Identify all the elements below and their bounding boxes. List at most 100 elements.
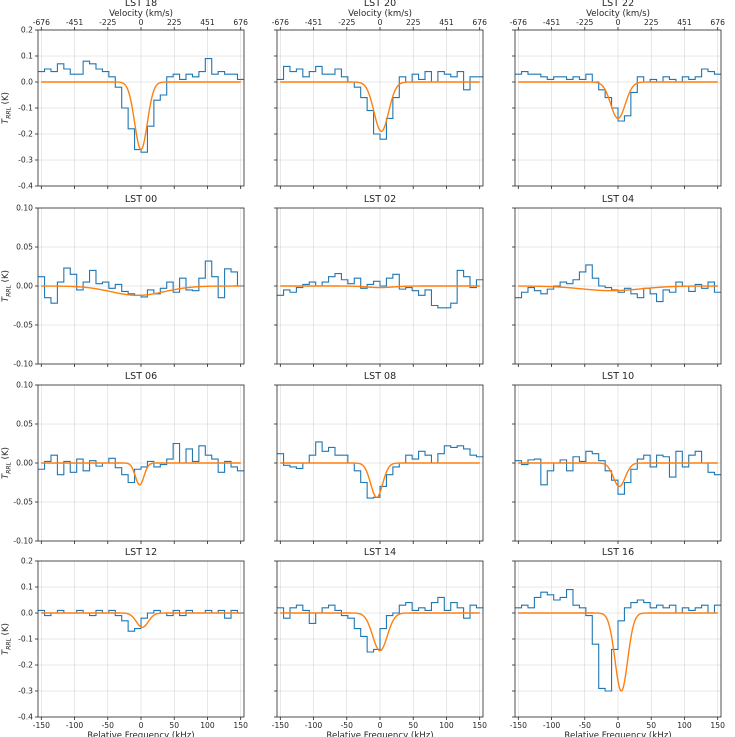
y-tick-label: 0.10 <box>16 204 33 213</box>
data-step-line <box>515 68 721 122</box>
x-tick-label: 0 <box>139 721 144 730</box>
x-axis-label: Relative Frequency (kHz) <box>326 731 433 737</box>
axes-frame <box>514 384 722 542</box>
plot-area <box>515 264 721 303</box>
fit-curve <box>41 462 241 486</box>
top-tick-label: 676 <box>710 18 725 27</box>
top-tick-label: 0 <box>378 18 383 27</box>
fit-curve <box>41 81 241 151</box>
y-tick-label: -0.1 <box>18 635 33 644</box>
top-tick-label: -676 <box>272 18 289 27</box>
panel-lst-02: LST 02 <box>274 194 484 367</box>
y-tick-label: -0.3 <box>18 687 33 696</box>
top-tick-label: 451 <box>439 18 454 27</box>
x-tick-label: -50 <box>579 721 592 730</box>
panel-lst-04: LST 04 <box>512 194 722 367</box>
panel-lst-12: 0.2 0.1 0.0 -0.1 -0.2 -0.3 -0.4-150 -100 -50 0 50 1… <box>1 547 248 737</box>
fit-curve <box>518 462 718 488</box>
x-tick-label: 100 <box>677 721 692 730</box>
plot-area <box>38 609 244 632</box>
top-tick-label: 0 <box>616 18 621 27</box>
x-tick-label: -100 <box>543 721 560 730</box>
plot-area <box>277 441 483 499</box>
y-tick-label: 0.10 <box>16 381 33 390</box>
top-axis-label: Velocity (km/s) <box>348 9 412 19</box>
y-tick-label: -0.2 <box>18 661 33 670</box>
x-tick-label: -100 <box>305 721 322 730</box>
y-tick-label: 0.00 <box>16 459 33 468</box>
y-tick-label: 0.05 <box>16 243 33 252</box>
axes-frame <box>514 207 722 365</box>
fit-curve <box>41 612 241 629</box>
y-label-unit: (K) <box>1 447 11 462</box>
axes-frame <box>276 560 484 718</box>
panel-title: LST 00 <box>125 194 157 205</box>
panel-title: LST 08 <box>364 371 396 382</box>
panel-title: LST 04 <box>602 194 634 205</box>
y-tick-label: -0.4 <box>18 713 33 722</box>
y-label-unit: (K) <box>1 623 11 638</box>
axes-frame <box>276 207 484 365</box>
panel-lst-14: -150 -100 -50 0 50 100 150 Relative Frequency (… <box>272 547 487 737</box>
y-label-sub: RRL <box>6 638 13 650</box>
top-tick-label: 0 <box>139 18 144 27</box>
y-label-sub: RRL <box>6 462 13 474</box>
plot-area <box>515 68 721 122</box>
y-tick-label: 0.2 <box>21 26 33 35</box>
x-tick-label: -150 <box>510 721 527 730</box>
panel-title: LST 02 <box>364 194 396 205</box>
x-tick-label: 50 <box>646 721 656 730</box>
y-tick-label: -0.05 <box>13 321 33 330</box>
x-axis-label: Relative Frequency (kHz) <box>87 731 194 737</box>
panel-lst-16: -150 -100 -50 0 50 100 150 Relative Frequency (… <box>510 547 725 737</box>
axes-frame <box>514 29 722 187</box>
panel-lst-08: LST 08 <box>274 371 484 544</box>
top-tick-label: -225 <box>576 18 593 27</box>
panel-lst-20: -676 -451 -225 0 225 451 676 Velocity (km/s)LST… <box>272 0 487 189</box>
x-tick-label: 50 <box>169 721 179 730</box>
panel-lst-22: -676 -451 -225 0 225 451 676 Velocity (km/s)LST… <box>510 0 725 189</box>
top-tick-label: 451 <box>677 18 692 27</box>
y-tick-label: -0.3 <box>18 156 33 165</box>
x-tick-label: 150 <box>710 721 725 730</box>
panel-lst-00: 0.10 0.05 0.00 -0.05 -0.10 LST 00 TRRL (K) <box>1 194 245 369</box>
y-tick-label: -0.05 <box>13 498 33 507</box>
x-tick-label: 100 <box>439 721 454 730</box>
x-tick-label: -50 <box>102 721 115 730</box>
y-tick-label: 0.00 <box>16 282 33 291</box>
panel-title: LST 18 <box>125 0 157 9</box>
x-tick-label: 150 <box>472 721 487 730</box>
x-tick-label: 0 <box>616 721 621 730</box>
plot-area <box>38 58 244 153</box>
data-step-line <box>38 442 244 484</box>
data-step-line <box>38 58 244 153</box>
data-step-line <box>515 589 721 692</box>
axes-frame <box>37 207 245 365</box>
fit-curve <box>518 612 718 692</box>
data-step-line <box>515 450 721 495</box>
y-label-sub: RRL <box>6 107 13 119</box>
axes-frame <box>37 560 245 718</box>
panel-lst-18: 0.2 0.1 0.0 -0.1 -0.2 -0.3 -0.4 -676 -451 -225 0 22… <box>1 0 248 191</box>
y-label-main: T <box>1 118 11 124</box>
axes-frame <box>276 384 484 542</box>
x-axis-label: Relative Frequency (kHz) <box>564 731 671 737</box>
y-label-main: T <box>1 296 11 302</box>
panel-lst-06: 0.10 0.05 0.00 -0.05 -0.10 LST 06 TRRL (K) <box>1 371 245 546</box>
fit-curve <box>280 462 480 499</box>
data-step-line <box>277 269 483 309</box>
axes-frame <box>276 29 484 187</box>
panel-title: LST 16 <box>602 547 634 558</box>
top-tick-label: -225 <box>99 18 116 27</box>
y-tick-label: -0.10 <box>13 360 33 369</box>
y-tick-label: 0.1 <box>21 583 33 592</box>
top-tick-label: -225 <box>338 18 355 27</box>
fit-curve <box>518 81 718 120</box>
y-tick-label: -0.4 <box>18 182 33 191</box>
top-tick-label: -451 <box>305 18 322 27</box>
y-tick-label: -0.1 <box>18 104 33 113</box>
panel-title: LST 12 <box>125 547 157 558</box>
plot-area <box>277 65 483 140</box>
panel-title: LST 20 <box>364 0 396 9</box>
y-tick-label: 0.0 <box>21 609 33 618</box>
